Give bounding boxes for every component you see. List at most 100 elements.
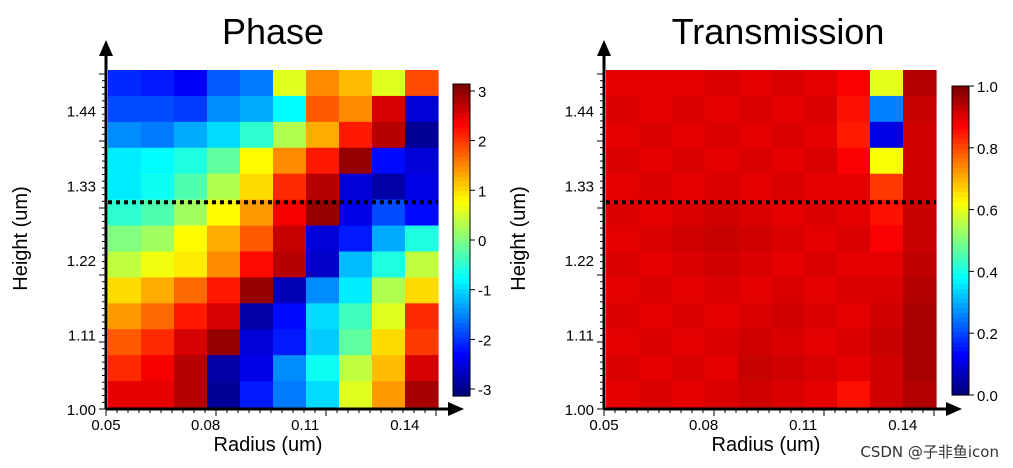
colorbar-segment [952,254,969,261]
heatmap-cell [771,381,805,408]
heatmap-cell [606,147,640,175]
heatmap-cell [141,329,175,356]
heatmap-cell [240,303,274,330]
y-tick-label: 1.44 [565,104,594,121]
heatmap-cell [141,277,175,304]
heatmap-cell [273,147,307,175]
colorbar-segment [952,375,969,382]
colorbar-segment [952,332,969,338]
colorbar-segment [952,168,969,174]
heatmap-cell [903,329,937,356]
colorbar-segment [952,129,969,135]
heatmap-cell [771,251,805,278]
watermark-text: CSDN @子非鱼icon [860,443,999,461]
heatmap-cell [306,329,340,356]
colorbar-segment [952,288,969,295]
heatmap-cell [405,70,439,97]
heatmap-cell [837,121,871,149]
heatmap-cell [639,329,673,356]
colorbar-segment [952,230,969,237]
heatmap-cell [207,381,241,408]
colorbar-segment [453,84,470,90]
colorbar-segment [453,376,470,382]
heatmap-cell [174,147,208,175]
heatmap-cell [372,225,406,253]
heatmap-cell [405,95,439,123]
colorbar-segment [952,341,969,348]
colorbar-tick-label: 0.6 [977,203,998,220]
heatmap-cell [108,225,142,253]
heatmap-cells [108,70,439,408]
colorbar-segment [952,269,969,275]
colorbar-segment [453,196,470,202]
heatmap-cell [339,329,373,356]
heatmap-cell [405,173,439,201]
colorbar-segment [453,332,470,339]
y-tick-label: 1.11 [68,327,96,344]
y-tick-label: 1.33 [67,178,96,195]
heatmap-cell [108,173,142,201]
heatmap-cell [837,147,871,175]
heatmap-cell [207,277,241,304]
colorbar-segment [952,308,969,314]
chart-title: Transmission [672,11,885,52]
colorbar-segment [453,152,470,158]
y-axis-arrow [99,40,113,56]
colorbar-segment [952,250,969,256]
heatmap-cell [339,277,373,304]
heatmap-cell [771,329,805,356]
colorbar-segment [952,390,969,396]
heatmap-cell [639,251,673,278]
heatmap-cell [339,355,373,382]
heatmap-cell [141,381,175,408]
heatmap-cell [837,329,871,356]
heatmap-cell [672,95,706,123]
heatmap-cell [273,225,307,253]
chart-0: Phase 1.00 1.11 1.22 1.33 1.44 0.05 0.08 0.11 0.1… [10,11,491,456]
y-tick-label: 1.44 [67,104,96,121]
heatmap-cell [207,303,241,330]
heatmap-cell [804,147,838,175]
colorbar-segment [952,327,969,333]
colorbar-segment [453,108,470,114]
heatmap-cell [606,121,640,149]
heatmap-cell [174,225,208,253]
heatmap-cell [174,355,208,382]
heatmap-cell [207,355,241,382]
colorbar-segment [453,147,470,153]
heatmap-cell [273,303,307,330]
heatmap-cell [306,225,340,253]
colorbar-segment [952,86,969,92]
colorbar-tick-label: 2 [478,134,486,151]
y-tick-label: 1.22 [565,253,594,270]
colorbar-segment [453,322,470,329]
colorbar-segment [952,264,969,271]
heatmap-cell [306,355,340,382]
heatmap-cell [174,381,208,408]
colorbar-segment [952,177,969,184]
heatmap-cell [372,70,406,97]
heatmap-cell [174,303,208,330]
heatmap-cell [339,303,373,330]
colorbar-segment [952,361,969,367]
colorbar-segment [952,283,969,290]
colorbar-segment [952,366,969,372]
heatmap-cell [174,70,208,97]
heatmap-cell [339,251,373,278]
colorbar-segment [453,244,470,251]
heatmap-cell [606,355,640,382]
heatmap-cell [405,251,439,278]
heatmap-cell [870,147,904,175]
heatmap-cell [870,251,904,278]
heatmap-cell [771,95,805,123]
colorbar-segment [453,230,470,236]
colorbar-segment [952,380,969,386]
heatmap-cell [837,251,871,278]
colorbar-segment [453,157,470,163]
heatmap-cell [705,147,739,175]
colorbar-tick-label: 0.4 [977,264,998,281]
y-tick-label: 1.00 [67,402,96,419]
colorbar-tick-label: 1 [478,183,486,200]
heatmap-cell [705,121,739,149]
heatmap-cell [771,121,805,149]
